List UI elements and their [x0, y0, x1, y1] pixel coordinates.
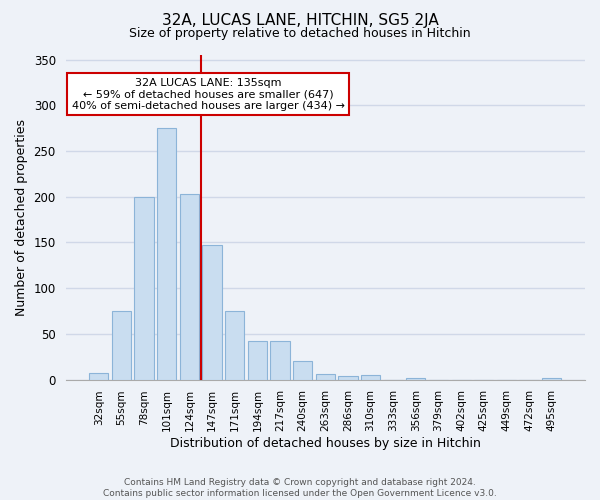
- Text: 32A LUCAS LANE: 135sqm
← 59% of detached houses are smaller (647)
40% of semi-de: 32A LUCAS LANE: 135sqm ← 59% of detached…: [72, 78, 345, 111]
- Bar: [180, 194, 199, 380]
- Text: Contains HM Land Registry data © Crown copyright and database right 2024.
Contai: Contains HM Land Registry data © Crown c…: [103, 478, 497, 498]
- Bar: [134, 196, 154, 380]
- Bar: [316, 374, 335, 380]
- Text: Size of property relative to detached houses in Hitchin: Size of property relative to detached ho…: [129, 28, 471, 40]
- Y-axis label: Number of detached properties: Number of detached properties: [15, 119, 28, 316]
- Bar: [225, 311, 244, 380]
- Bar: [157, 128, 176, 380]
- Bar: [361, 375, 380, 380]
- Bar: [542, 378, 562, 380]
- Bar: [202, 245, 221, 380]
- Bar: [89, 373, 109, 380]
- Bar: [338, 376, 358, 380]
- Text: 32A, LUCAS LANE, HITCHIN, SG5 2JA: 32A, LUCAS LANE, HITCHIN, SG5 2JA: [161, 12, 439, 28]
- X-axis label: Distribution of detached houses by size in Hitchin: Distribution of detached houses by size …: [170, 437, 481, 450]
- Bar: [248, 341, 267, 380]
- Bar: [293, 362, 312, 380]
- Bar: [112, 311, 131, 380]
- Bar: [271, 341, 290, 380]
- Bar: [406, 378, 425, 380]
